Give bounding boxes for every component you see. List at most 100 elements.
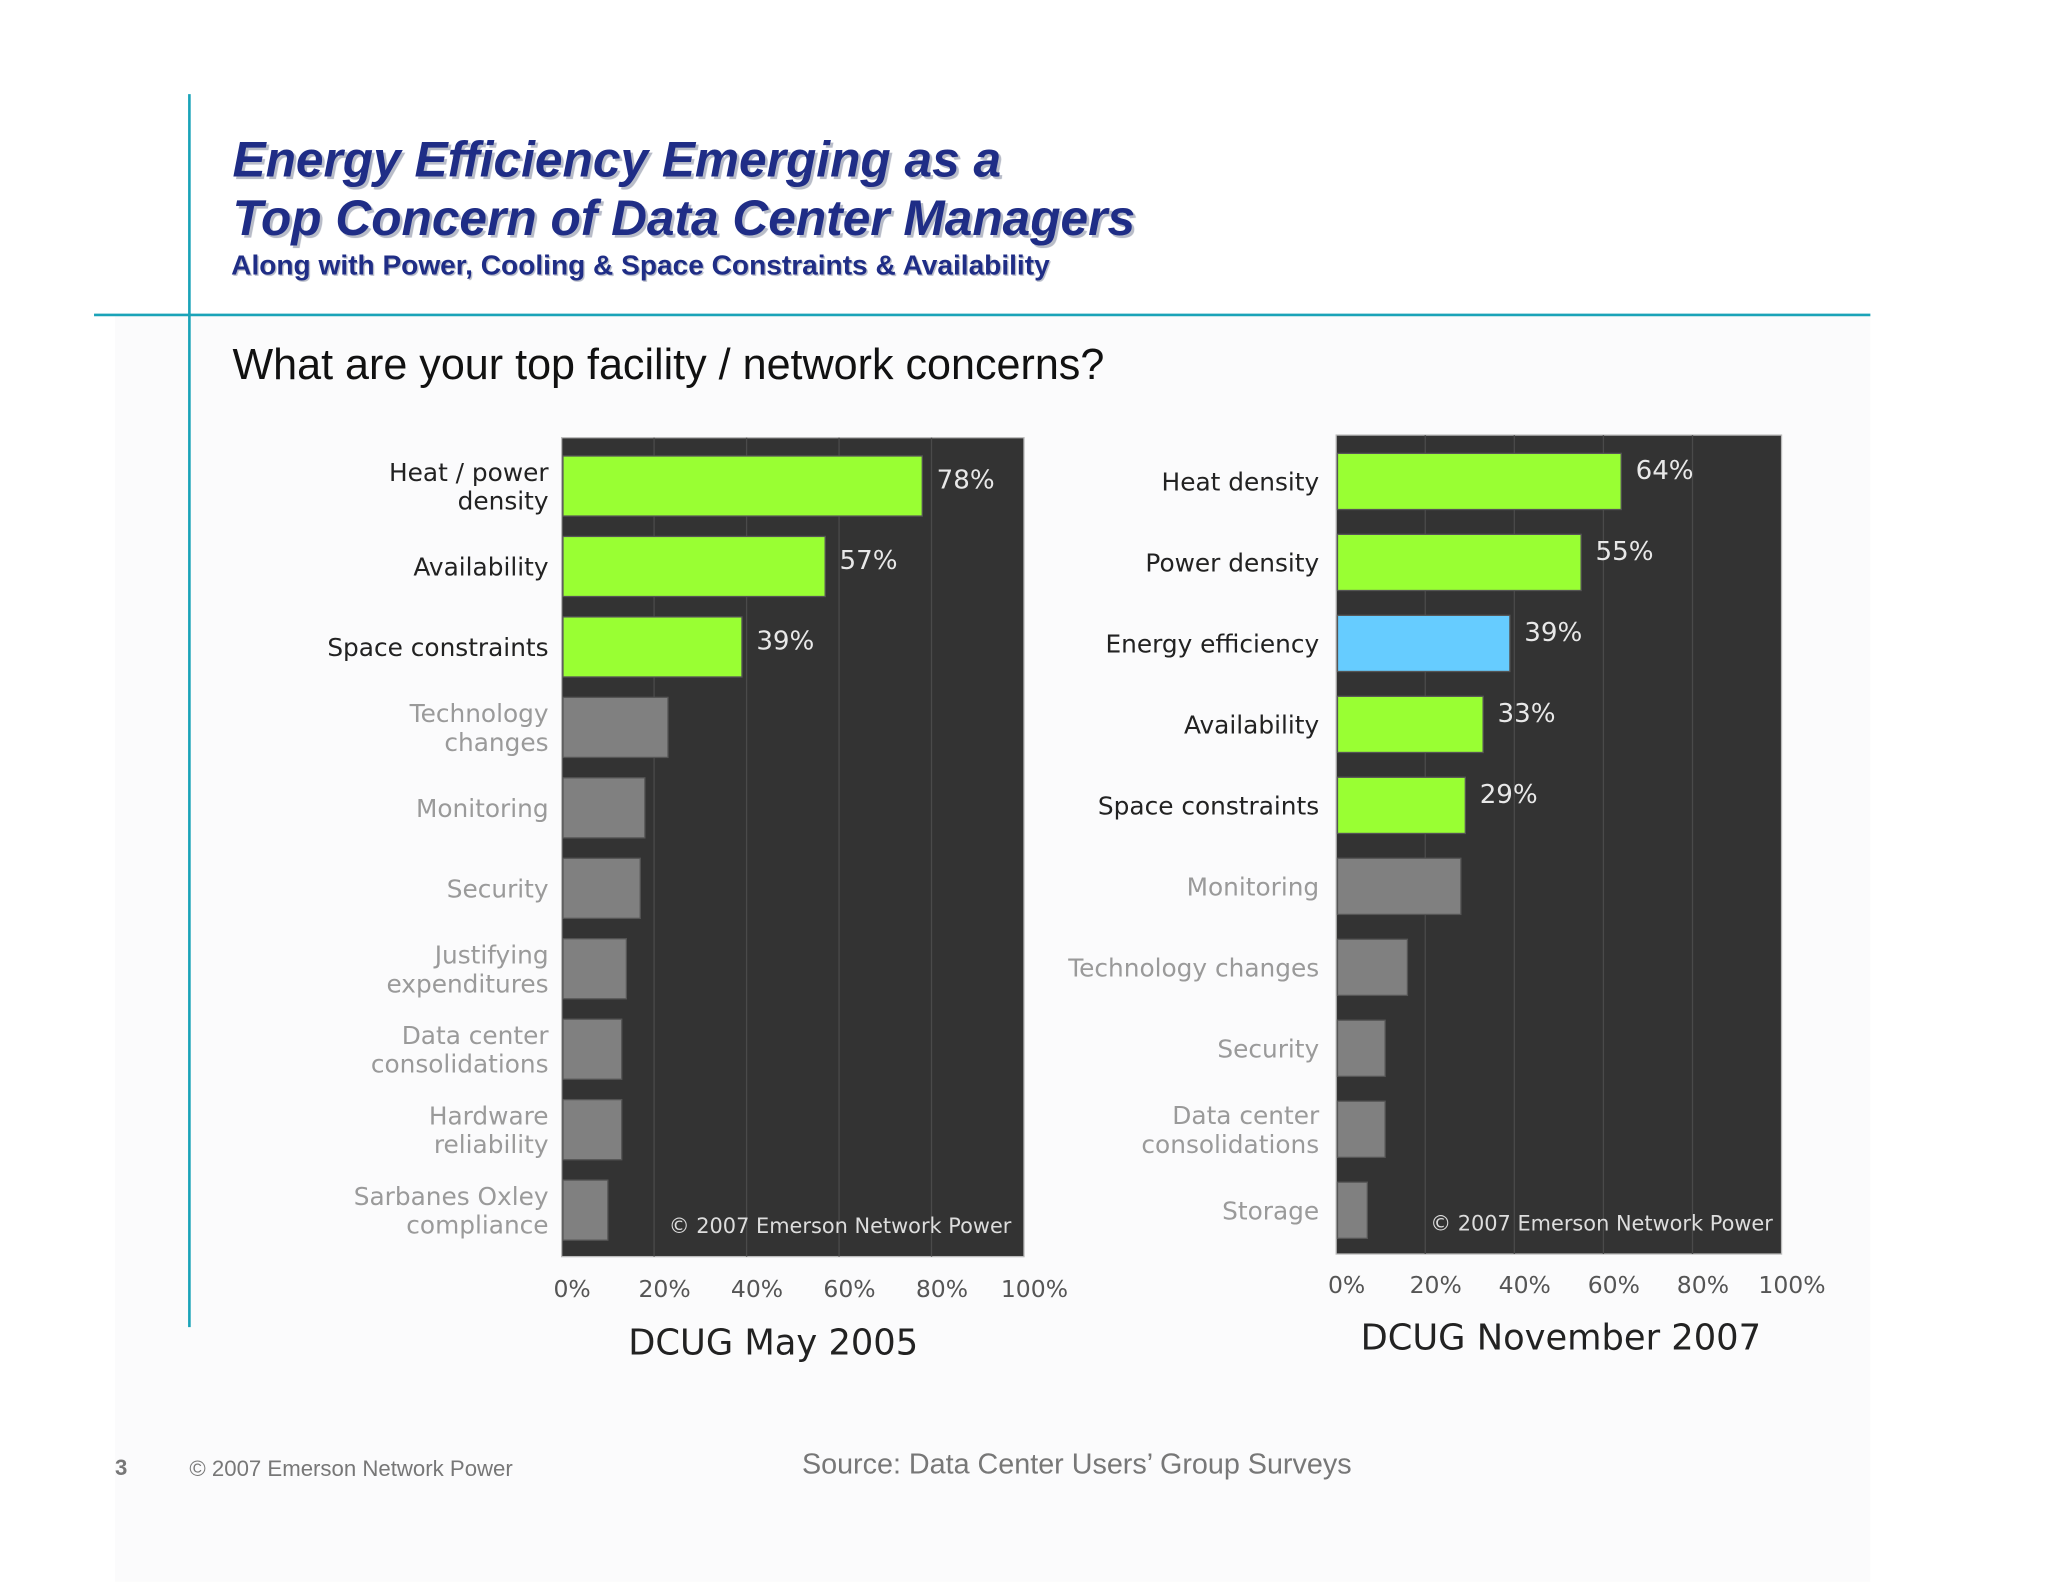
chart-title: DCUG November 2007 — [1361, 1317, 1761, 1358]
bar — [1336, 533, 1582, 592]
category-label-line: Space constraints — [1098, 792, 1319, 821]
category-label: Sarbanes Oxley compliance — [354, 1182, 549, 1240]
category-label: Space constraints — [1098, 792, 1319, 821]
x-tick-label: 0% — [1328, 1271, 1365, 1299]
bar — [1336, 614, 1511, 673]
category-label: Monitoring — [1187, 872, 1320, 901]
category-label-line: Security — [1217, 1034, 1319, 1063]
bar — [562, 938, 628, 1000]
title-line-2: Top Concern of Data Center Managers — [232, 190, 1135, 246]
category-label-line: Energy efficiency — [1105, 630, 1319, 659]
category-label: Power density — [1145, 549, 1319, 578]
category-label-line: Data center — [402, 1021, 550, 1050]
chart-watermark: © 2007 Emerson Network Power — [1430, 1212, 1773, 1236]
subtitle: Along with Power, Cooling & Space Constr… — [231, 249, 1050, 280]
category-label: Data center consolidations — [1141, 1101, 1320, 1159]
bar — [1336, 776, 1466, 835]
bar — [562, 1098, 623, 1161]
bar — [1336, 452, 1622, 511]
x-tick-label: 100% — [1001, 1275, 1068, 1303]
category-label-line: Heat density — [1162, 468, 1320, 497]
x-tick-label: 40% — [1499, 1271, 1551, 1299]
x-tick-label: 80% — [916, 1275, 968, 1303]
slide-title: Energy Efficiency Emerging as a Top Conc… — [231, 131, 1135, 280]
category-label-line: Security — [447, 874, 549, 903]
category-label-line: Availability — [413, 553, 548, 582]
value-label: 57% — [840, 546, 898, 576]
category-label: Monitoring — [416, 794, 549, 823]
category-label: Technology changes — [1067, 953, 1319, 982]
title-line-1: Energy Efficiency Emerging as a — [232, 131, 1001, 187]
category-label: Justifying expenditures — [386, 941, 548, 999]
x-tick-label: 60% — [1588, 1271, 1640, 1299]
category-label-line: Monitoring — [416, 794, 549, 823]
bar — [562, 777, 646, 839]
category-label-line: Availability — [1184, 711, 1319, 740]
value-label: 29% — [1480, 780, 1538, 810]
bar — [1336, 695, 1484, 754]
bar — [562, 1018, 623, 1080]
bar — [1336, 1100, 1386, 1159]
bar — [562, 535, 826, 598]
bar — [1336, 857, 1462, 916]
category-label: Availability — [1184, 711, 1319, 740]
category-label: Technology changes — [409, 699, 549, 757]
category-label-line: density — [458, 487, 549, 516]
category-label-line: Space constraints — [327, 633, 548, 662]
value-label: 64% — [1636, 456, 1694, 486]
x-tick-label: 20% — [1410, 1271, 1462, 1299]
bar — [562, 455, 923, 517]
bar — [562, 1179, 609, 1241]
value-label: 78% — [937, 466, 995, 496]
chart-november-2007: 0% 20% 40% 60% 80% 100% Heat density 64% Power d… — [1067, 434, 1826, 1358]
category-label: Heat / power density — [389, 458, 549, 516]
category-label-line: Storage — [1222, 1196, 1319, 1225]
value-label: 39% — [756, 627, 814, 657]
bar — [1336, 1019, 1386, 1078]
bar — [1336, 1181, 1368, 1239]
category-label-line: consolidations — [1141, 1130, 1319, 1159]
chart-may-2005: 0% 20% 40% 60% 80% 100% Heat / power density 78%… — [327, 437, 1068, 1364]
x-tick-label: 40% — [731, 1275, 783, 1303]
question: What are your top facility / network con… — [232, 341, 1104, 389]
chart-title: DCUG May 2005 — [628, 1323, 918, 1364]
bar — [562, 616, 743, 678]
bar — [562, 857, 641, 919]
footer-copyright: © 2007 Emerson Network Power — [189, 1456, 513, 1481]
category-label-line: Justifying — [433, 941, 549, 970]
category-label: Storage — [1222, 1196, 1319, 1225]
category-label-line: consolidations — [371, 1050, 549, 1079]
category-label-line: Power density — [1145, 549, 1319, 578]
x-tick-label: 80% — [1677, 1271, 1729, 1299]
category-label: Data center consolidations — [371, 1021, 550, 1079]
x-tick-label: 20% — [638, 1275, 690, 1303]
category-label-line: Data center — [1172, 1101, 1320, 1130]
category-label-line: expenditures — [386, 969, 548, 998]
category-label-line: Hardware — [429, 1101, 549, 1130]
category-label: Security — [1217, 1034, 1319, 1063]
category-label-line: Sarbanes Oxley — [354, 1182, 549, 1211]
page-number: 3 — [115, 1455, 127, 1480]
category-label-line: reliability — [434, 1130, 549, 1159]
category-label: Energy efficiency — [1105, 630, 1319, 659]
category-label-line: Technology — [409, 699, 549, 728]
x-tick-label: 60% — [823, 1275, 875, 1303]
bar — [1336, 938, 1409, 997]
value-label: 39% — [1524, 618, 1582, 648]
x-tick-label: 0% — [553, 1275, 590, 1303]
x-tick-label: 100% — [1758, 1271, 1825, 1299]
bar — [562, 696, 669, 759]
category-label: Space constraints — [327, 633, 548, 662]
source-note: Source: Data Center Users’ Group Surveys — [802, 1448, 1352, 1480]
category-label-line: changes — [444, 728, 548, 757]
chart-watermark: © 2007 Emerson Network Power — [669, 1214, 1012, 1238]
category-label: Heat density — [1162, 468, 1320, 497]
category-label-line: Monitoring — [1187, 872, 1320, 901]
category-label: Availability — [413, 553, 548, 582]
value-label: 55% — [1595, 537, 1653, 567]
category-label-line: Heat / power — [389, 458, 549, 487]
category-label: Security — [447, 874, 549, 903]
category-label: Hardware reliability — [429, 1101, 549, 1159]
category-label-line: compliance — [406, 1211, 548, 1240]
